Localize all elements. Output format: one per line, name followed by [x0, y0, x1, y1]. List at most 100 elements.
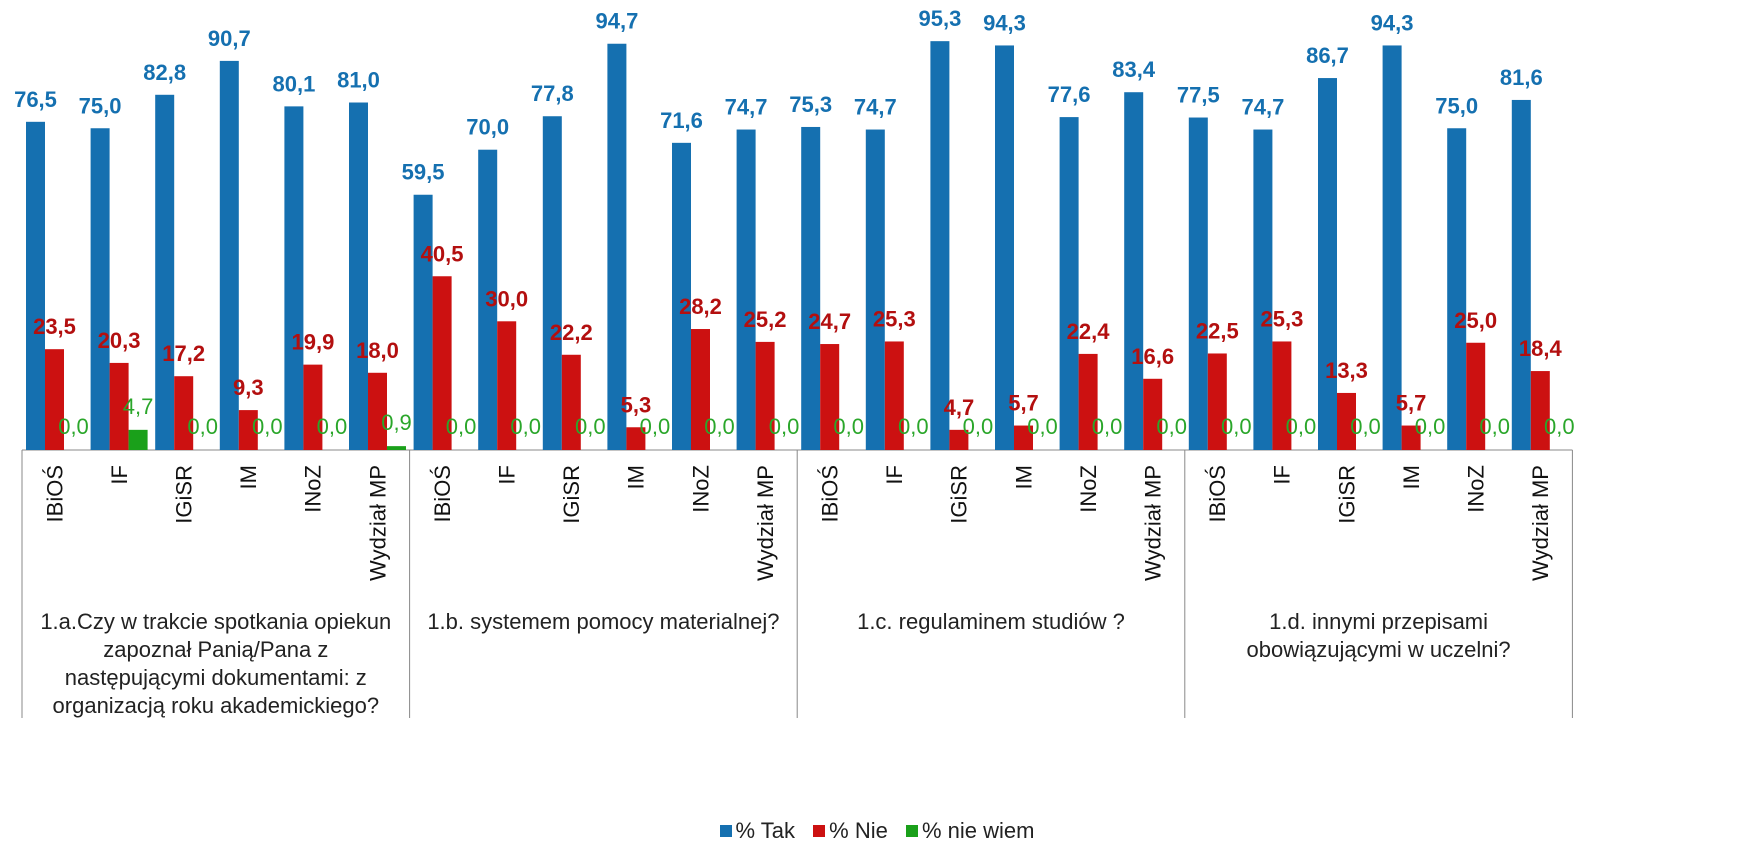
- data-label-tak: 82,8: [143, 60, 186, 85]
- bar-tak: [90, 128, 110, 450]
- data-label-nie-wiem: 0,0: [1479, 414, 1510, 439]
- bar-tak: [26, 121, 45, 450]
- data-label-tak: 75,3: [789, 92, 832, 117]
- data-label-nie: 25,3: [873, 306, 916, 331]
- category-tick-label: IGiSR: [559, 465, 584, 524]
- data-label-nie: 19,9: [291, 330, 334, 355]
- data-label-nie: 17,2: [162, 341, 205, 366]
- category-tick-label: IGiSR: [1334, 465, 1359, 524]
- data-label-tak: 86,7: [1306, 43, 1349, 68]
- group-label: 1.b. systemem pomocy materialnej?: [427, 609, 780, 634]
- data-label-nie: 16,6: [1131, 344, 1174, 369]
- bar-nie: [303, 364, 323, 450]
- data-label-nie: 4,7: [944, 395, 975, 420]
- data-label-tak: 75,0: [1435, 93, 1478, 118]
- bar-tak: [155, 94, 175, 451]
- bar-tak: [219, 60, 239, 450]
- data-label-nie: 5,7: [1008, 391, 1039, 416]
- data-label-tak: 59,5: [402, 160, 445, 185]
- bar-tak: [1188, 117, 1208, 451]
- bar-tak: [1511, 99, 1531, 450]
- category-tick-label: IF: [107, 465, 132, 485]
- category-tick-label: Wydział MP: [753, 465, 778, 581]
- category-tick-label: IF: [495, 465, 520, 485]
- bar-nie: [368, 372, 387, 450]
- data-label-nie: 5,3: [621, 392, 652, 417]
- data-label-nie-wiem: 4,7: [123, 394, 154, 419]
- bar-nie: [1014, 425, 1033, 450]
- legend-item-nie-wiem: % nie wiem: [905, 818, 1034, 844]
- data-label-nie: 22,2: [550, 320, 593, 345]
- bar-tak: [995, 45, 1014, 450]
- bar-tak: [1059, 117, 1079, 450]
- category-tick-label: IBiOŚ: [430, 465, 455, 522]
- data-label-nie-wiem: 0,0: [446, 414, 477, 439]
- data-label-nie-wiem: 0,0: [769, 414, 800, 439]
- bar-nie: [109, 362, 129, 450]
- bar-tak: [413, 194, 433, 450]
- data-label-tak: 90,7: [208, 26, 251, 51]
- category-tick-label: INoZ: [1464, 465, 1489, 513]
- bar-tak: [284, 106, 304, 450]
- data-label-nie: 40,5: [421, 241, 464, 266]
- bar-tak: [801, 126, 821, 450]
- bar-nie: [497, 321, 517, 450]
- data-label-nie: 25,0: [1454, 308, 1497, 333]
- data-label-tak: 80,1: [272, 71, 315, 96]
- bar-nie: [238, 410, 258, 450]
- category-tick-label: INoZ: [301, 465, 326, 513]
- data-label-nie-wiem: 0,0: [640, 414, 671, 439]
- data-label-nie-wiem: 0,0: [833, 414, 864, 439]
- legend-swatch-tak: [719, 825, 732, 837]
- legend-swatch-nie: [813, 825, 826, 837]
- data-label-nie-wiem: 0,0: [1156, 414, 1187, 439]
- category-tick-label: Wydział MP: [365, 465, 390, 581]
- legend-item-tak: % Tak: [719, 818, 796, 844]
- data-label-nie-wiem: 0,0: [317, 414, 348, 439]
- data-label-nie-wiem: 0,0: [1415, 414, 1446, 439]
- data-label-tak: 74,7: [854, 95, 897, 120]
- category-tick-label: IF: [1270, 465, 1295, 485]
- group-label: 1.a.Czy w trakcie spotkania opiekun zapo…: [40, 609, 392, 718]
- bar-nie: [1466, 342, 1486, 450]
- bar-tak: [349, 102, 368, 450]
- data-label-tak: 94,7: [595, 9, 638, 34]
- bar-tak: [607, 43, 627, 450]
- data-label-nie: 22,5: [1196, 318, 1239, 343]
- data-label-tak: 76,5: [14, 87, 57, 112]
- data-label-nie: 25,2: [744, 307, 787, 332]
- bar-nie: [561, 354, 581, 450]
- data-label-nie: 5,7: [1396, 391, 1427, 416]
- data-label-tak: 81,6: [1500, 65, 1543, 90]
- data-label-tak: 70,0: [466, 115, 509, 140]
- data-label-tak: 71,6: [660, 108, 703, 133]
- data-label-nie-wiem: 0,9: [381, 410, 412, 435]
- bar-nie: [174, 376, 194, 450]
- data-label-nie-wiem: 0,0: [58, 414, 89, 439]
- data-label-tak: 74,7: [1241, 95, 1284, 120]
- category-tick-label: IM: [1011, 465, 1036, 489]
- bar-tak: [478, 149, 498, 450]
- data-label-nie: 9,3: [233, 375, 264, 400]
- data-label-tak: 74,7: [725, 95, 768, 120]
- bar-tak: [1382, 45, 1402, 450]
- data-label-nie: 22,4: [1067, 319, 1111, 344]
- bar-nie: [1143, 378, 1163, 450]
- category-tick-label: IM: [236, 465, 261, 489]
- category-tick-label: IBiOŚ: [818, 465, 843, 522]
- bar-nie-wiem: [128, 429, 148, 450]
- legend-label-tak: % Tak: [735, 818, 796, 843]
- category-tick-label: IF: [882, 465, 907, 485]
- bar-tak: [736, 129, 756, 451]
- bar-tak: [672, 142, 691, 450]
- data-label-tak: 95,3: [918, 6, 961, 31]
- data-label-nie: 18,0: [356, 338, 399, 363]
- data-label-nie-wiem: 0,0: [704, 414, 735, 439]
- bar-nie: [755, 341, 775, 450]
- data-label-nie-wiem: 0,0: [187, 414, 218, 439]
- data-label-nie: 20,3: [98, 328, 141, 353]
- category-tick-label: IM: [624, 465, 649, 489]
- data-label-nie-wiem: 0,0: [898, 414, 929, 439]
- bar-nie: [1272, 341, 1292, 450]
